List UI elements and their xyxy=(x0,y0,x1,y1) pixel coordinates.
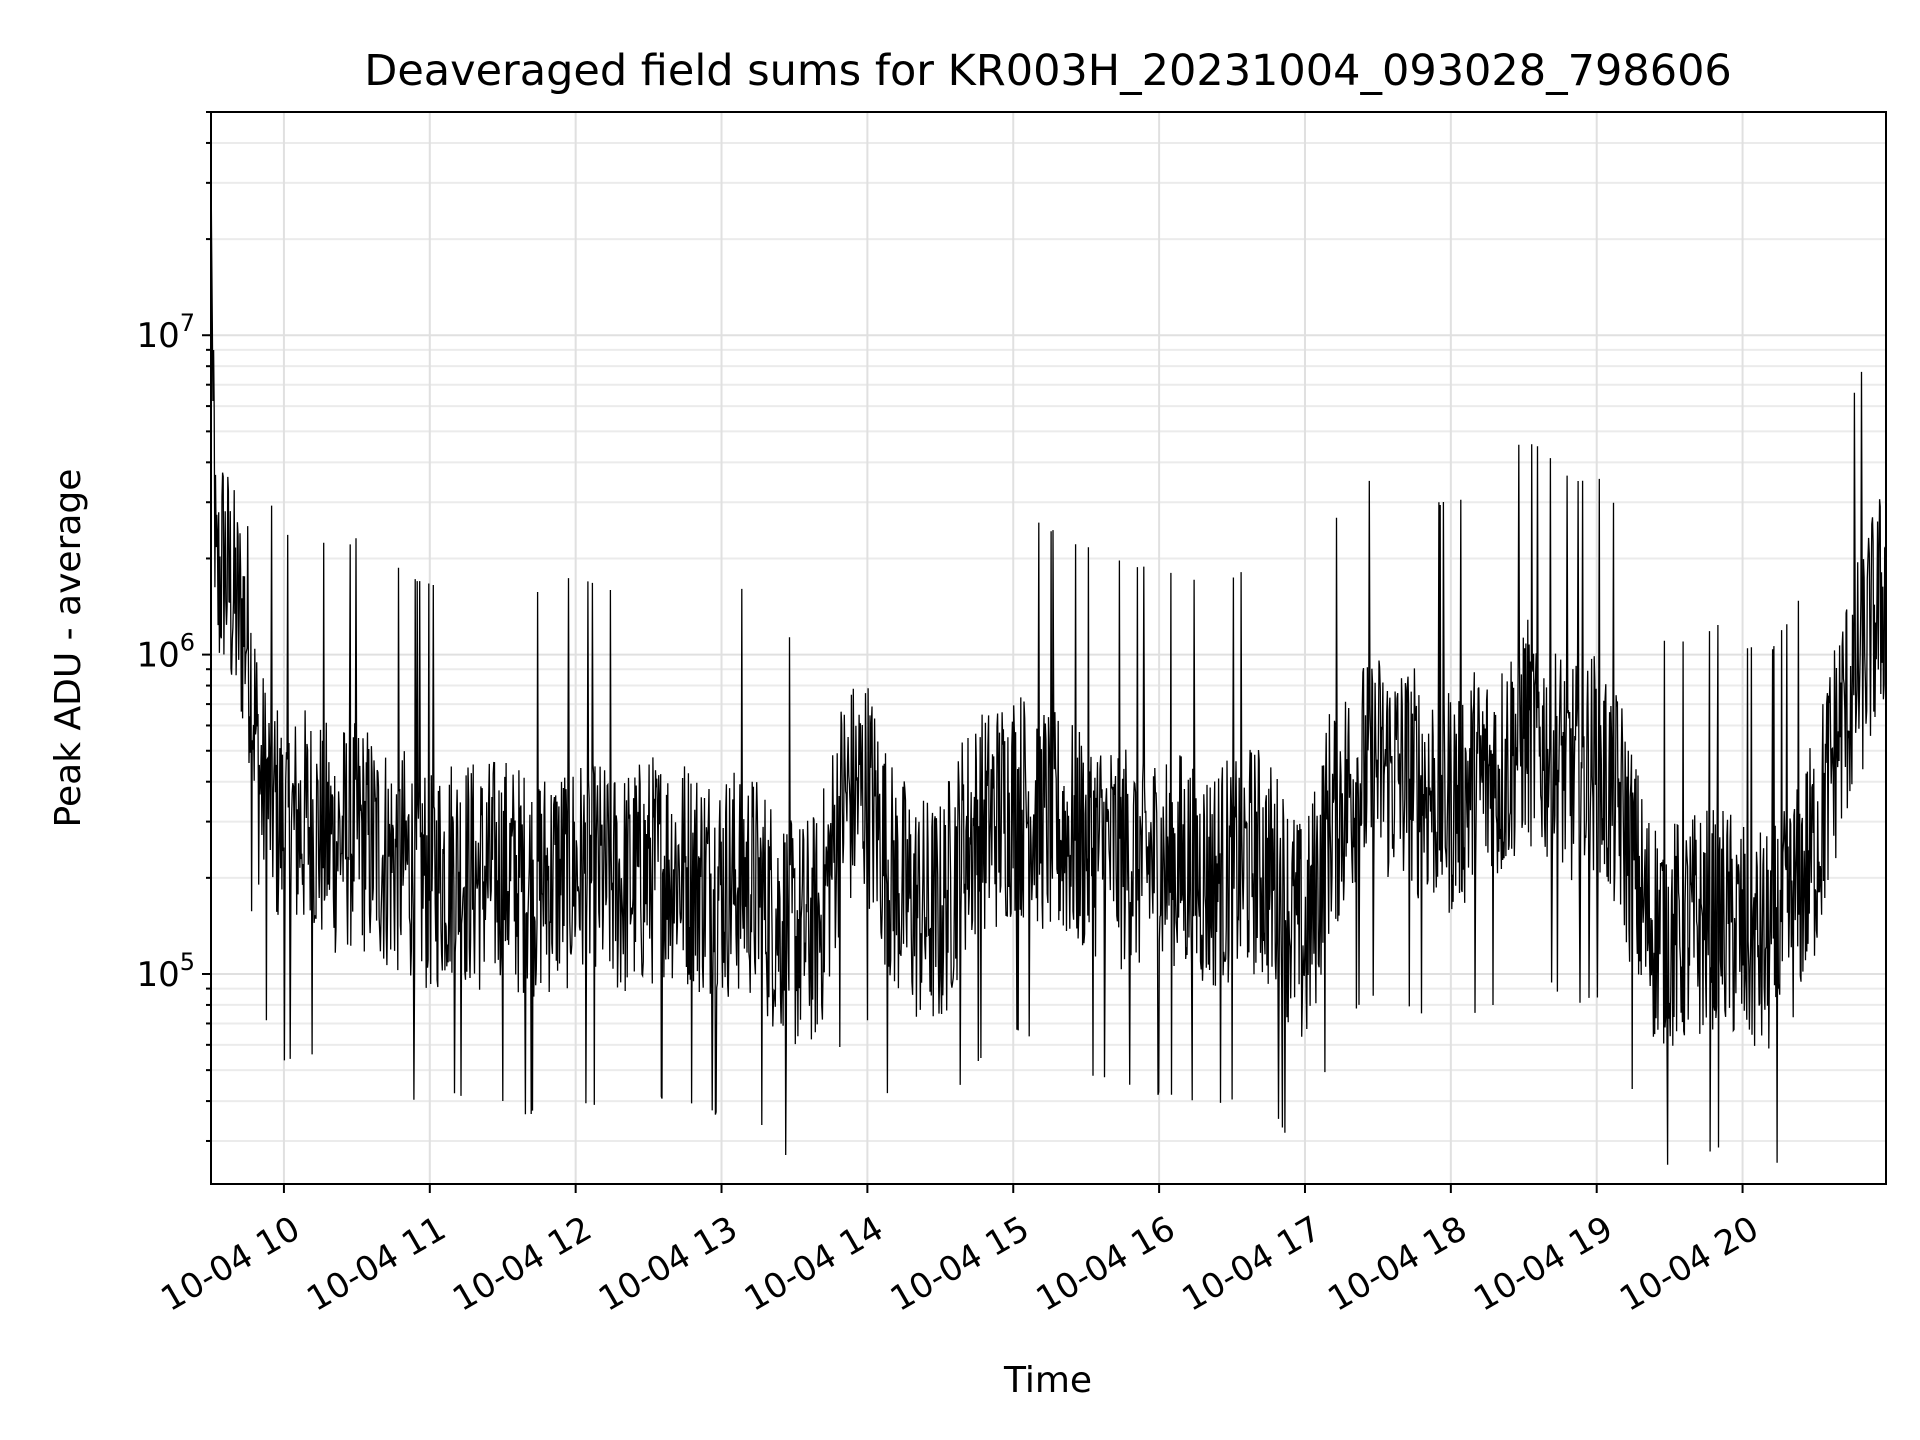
x-tick-label: 10-04 20 xyxy=(1613,1209,1765,1320)
y-tick-label: 107 xyxy=(136,309,195,356)
x-tick-label: 10-04 11 xyxy=(300,1209,452,1320)
x-tick-label: 10-04 13 xyxy=(592,1209,744,1320)
plot-area-frame xyxy=(210,111,1887,1185)
x-tick-label: 10-04 10 xyxy=(154,1209,306,1320)
series-line xyxy=(210,161,1887,1165)
x-tick-label: 10-04 15 xyxy=(884,1209,1036,1320)
y-tick-label: 105 xyxy=(136,948,195,995)
x-tick-label: 10-04 18 xyxy=(1321,1209,1473,1320)
x-tick-label: 10-04 12 xyxy=(446,1209,598,1320)
x-tick-label: 10-04 17 xyxy=(1175,1209,1327,1320)
y-axis-label: Peak ADU - average xyxy=(48,469,89,828)
chart-title: Deaveraged field sums for KR003H_2023100… xyxy=(364,46,1732,96)
y-tick-label: 106 xyxy=(136,629,195,676)
x-tick-label: 10-04 16 xyxy=(1030,1209,1182,1320)
x-axis-label: Time xyxy=(1003,1360,1092,1401)
x-tick-label: 10-04 19 xyxy=(1467,1209,1619,1320)
y-axis-ticks: 105 106 107 xyxy=(136,111,211,1142)
grid xyxy=(211,111,1886,1184)
x-tick-label: 10-04 14 xyxy=(738,1209,890,1320)
